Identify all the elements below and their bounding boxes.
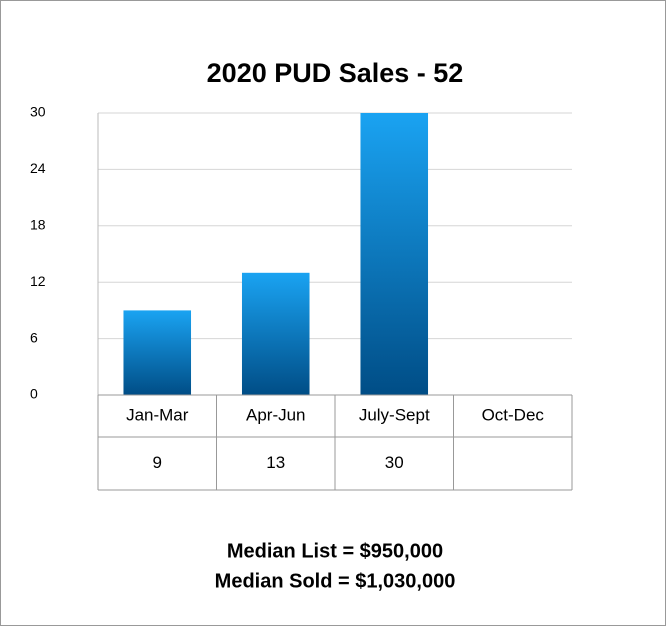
y-tick-label: 12 bbox=[30, 273, 46, 289]
x-tick-label: Oct-Dec bbox=[482, 405, 545, 424]
bar bbox=[360, 113, 429, 395]
chart-title: 2020 PUD Sales - 52 bbox=[207, 58, 464, 88]
y-tick-label: 30 bbox=[30, 104, 46, 120]
y-tick-label: 0 bbox=[30, 386, 38, 402]
data-label: 9 bbox=[153, 453, 162, 472]
note: Median Sold = $1,030,000 bbox=[215, 570, 456, 592]
y-tick-label: 18 bbox=[30, 217, 46, 233]
x-tick-label: Jan-Mar bbox=[126, 405, 189, 424]
bar bbox=[123, 310, 192, 395]
bar bbox=[241, 272, 310, 395]
x-tick-label: July-Sept bbox=[359, 405, 430, 424]
note: Median List = $950,000 bbox=[227, 540, 443, 562]
y-tick-label: 6 bbox=[30, 329, 38, 345]
data-label: 13 bbox=[266, 453, 285, 472]
x-tick-label: Apr-Jun bbox=[246, 405, 306, 424]
y-tick-label: 24 bbox=[30, 160, 46, 176]
data-label: 30 bbox=[385, 453, 404, 472]
